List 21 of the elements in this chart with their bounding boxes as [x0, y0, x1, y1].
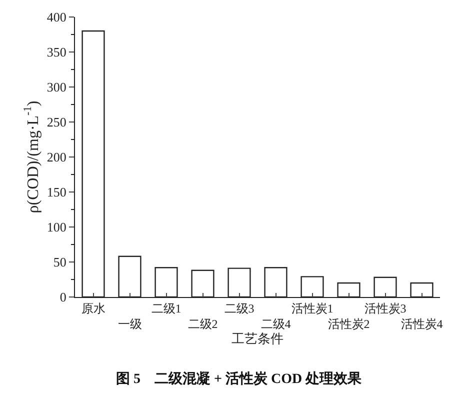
y-tick-label: 100 [46, 220, 66, 235]
x-tick-label: 二级3 [224, 301, 254, 316]
y-tick-label: 50 [53, 254, 66, 270]
y-tick-label: 0 [60, 290, 66, 305]
x-tick-label: 一级 [118, 317, 142, 331]
y-tick-label: 150 [46, 184, 66, 200]
y-tick-label: 300 [46, 80, 66, 95]
x-tick-label: 原水 [81, 301, 106, 316]
y-tick-label: 250 [46, 114, 66, 130]
caption: 图 5 二级混凝 + 活性炭 COD 处理效果 [116, 371, 363, 387]
x-tick-label: 二级1 [151, 301, 182, 316]
x-axis-title: 工艺条件 [232, 331, 284, 346]
x-tick-label: 活性炭4 [400, 317, 443, 331]
y-tick-label: 400 [46, 10, 66, 25]
x-tick-label: 活性炭3 [364, 301, 406, 316]
y-tick-label: 350 [46, 44, 66, 60]
x-tick-label: 活性炭2 [328, 317, 370, 331]
x-tick-label: 活性炭1 [291, 301, 334, 316]
y-tick-label: 200 [46, 150, 66, 165]
x-tick-label: 二级2 [188, 317, 218, 331]
x-tick-label: 二级4 [260, 317, 291, 331]
